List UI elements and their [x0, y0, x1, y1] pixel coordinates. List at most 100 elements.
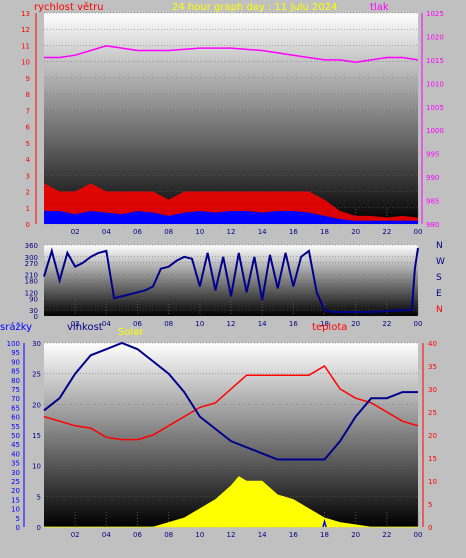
temperature-tick-label: 5 [428, 501, 432, 509]
temperature-tick-label: 30 [428, 386, 437, 394]
wind-tick-label: 6 [26, 124, 31, 132]
rain-axis-title: srážky [0, 321, 32, 333]
wind-axis-title: rychlost větru [34, 1, 104, 13]
rain-tick-label: 45 [11, 441, 20, 449]
wind-x-tick-label: 02 [71, 228, 80, 236]
direction-x-tick-label: 20 [351, 320, 360, 328]
direction-x-tick-label: 06 [133, 320, 142, 328]
compass-label: N [436, 305, 443, 315]
rain-tick-label: 90 [11, 358, 20, 366]
chart-title: 24 hour graph day : 11 Julu 2024 [172, 2, 338, 13]
rain-tick-label: 10 [11, 506, 20, 514]
lower-x-tick-label: 04 [102, 531, 111, 539]
direction-tick-label: 270 [25, 260, 38, 268]
humidity-tick-label: 15 [32, 432, 41, 440]
pressure-tick-label: 1010 [426, 80, 444, 88]
compass-label: E [436, 289, 442, 299]
compass-label: N [436, 241, 443, 251]
compass-label: W [436, 257, 445, 267]
wind-tick-label: 2 [26, 189, 30, 197]
direction-x-tick-label: 16 [289, 320, 298, 328]
rain-tick-label: 30 [11, 469, 20, 477]
wind-x-tick-label: 14 [258, 228, 267, 236]
rain-tick-label: 20 [11, 487, 20, 495]
series-layer [43, 45, 419, 528]
direction-x-tick-label: 08 [164, 320, 173, 328]
lower-x-tick-label: 16 [289, 531, 298, 539]
wind-tick-label: 0 [26, 221, 30, 229]
rain-tick-label: 65 [11, 404, 20, 412]
direction-tick-label: 90 [29, 295, 38, 303]
pressure-tick-label: 1015 [426, 57, 444, 65]
rain-tick-label: 85 [11, 368, 20, 376]
wind-tick-label: 8 [26, 91, 30, 99]
wind-tick-label: 5 [26, 140, 30, 148]
lower-x-tick-label: 08 [164, 531, 173, 539]
direction-tick-label: 180 [25, 278, 38, 286]
pressure-axis-title: tlak [370, 2, 389, 13]
humidity-tick-label: 30 [32, 340, 41, 348]
wind-tick-label: 9 [26, 75, 30, 83]
lower-x-tick-label: 18 [320, 531, 329, 539]
humidity-tick-label: 10 [32, 463, 41, 471]
rain-tick-label: 100 [7, 340, 20, 348]
solar-area [44, 476, 418, 528]
wind-x-tick-label: 10 [195, 228, 204, 236]
wind-average-band [44, 211, 418, 224]
wind-x-tick-label: 08 [164, 228, 173, 236]
rain-tick-label: 15 [11, 496, 20, 504]
temperature-tick-label: 0 [428, 524, 432, 532]
wind-tick-label: 7 [26, 107, 30, 115]
temperature-tick-label: 10 [428, 478, 437, 486]
direction-x-tick-label: 18 [320, 320, 329, 328]
wind-x-tick-label: 00 [414, 228, 423, 236]
direction-x-tick-label: 04 [102, 320, 111, 328]
direction-x-tick-label: 22 [382, 320, 391, 328]
rain-line [322, 518, 327, 528]
direction-tick-label: 210 [25, 272, 38, 280]
pressure-tick-label: 1005 [426, 104, 444, 112]
lower-x-tick-label: 20 [351, 531, 360, 539]
rain-tick-label: 5 [16, 515, 20, 523]
pressure-tick-label: 990 [426, 174, 439, 182]
wind-x-tick-label: 20 [351, 228, 360, 236]
pressure-tick-label: 1025 [426, 10, 444, 18]
wind-tick-label: 11 [21, 42, 30, 50]
direction-x-tick-label: 02 [71, 320, 80, 328]
lower-x-tick-label: 00 [414, 531, 423, 539]
rain-tick-label: 80 [11, 377, 20, 385]
lower-x-tick-label: 14 [258, 531, 267, 539]
pressure-line [44, 45, 419, 63]
rain-tick-label: 50 [11, 432, 20, 440]
direction-tick-label: 300 [25, 254, 38, 262]
pressure-tick-label: 1000 [426, 127, 444, 135]
direction-x-tick-label: 14 [258, 320, 267, 328]
rain-tick-label: 95 [11, 349, 20, 357]
wind-x-tick-label: 22 [382, 228, 391, 236]
humidity-axis-title: vlhkost [67, 322, 103, 333]
pressure-tick-label: 985 [426, 198, 439, 206]
direction-tick-label: 30 [29, 307, 38, 315]
lower-x-tick-label: 06 [133, 531, 142, 539]
direction-tick-label: 360 [25, 242, 38, 250]
rain-tick-label: 0 [16, 524, 20, 532]
temperature-tick-label: 25 [428, 409, 437, 417]
lower-x-tick-label: 02 [71, 531, 80, 539]
rain-tick-label: 25 [11, 478, 20, 486]
wind-tick-label: 10 [21, 59, 30, 67]
wind-tick-label: 3 [26, 172, 30, 180]
rain-tick-label: 70 [11, 395, 20, 403]
wind-tick-label: 13 [21, 10, 30, 18]
temperature-axis-title: teplota [312, 322, 347, 333]
wind-x-tick-label: 18 [320, 228, 329, 236]
temperature-line [43, 364, 419, 441]
pressure-tick-label: 995 [426, 151, 439, 159]
rain-tick-label: 40 [11, 450, 20, 458]
wind-x-tick-label: 06 [133, 228, 142, 236]
rain-tick-label: 35 [11, 460, 20, 468]
humidity-tick-label: 20 [32, 401, 41, 409]
humidity-tick-label: 25 [32, 371, 41, 379]
pressure-tick-label: 980 [426, 221, 439, 229]
